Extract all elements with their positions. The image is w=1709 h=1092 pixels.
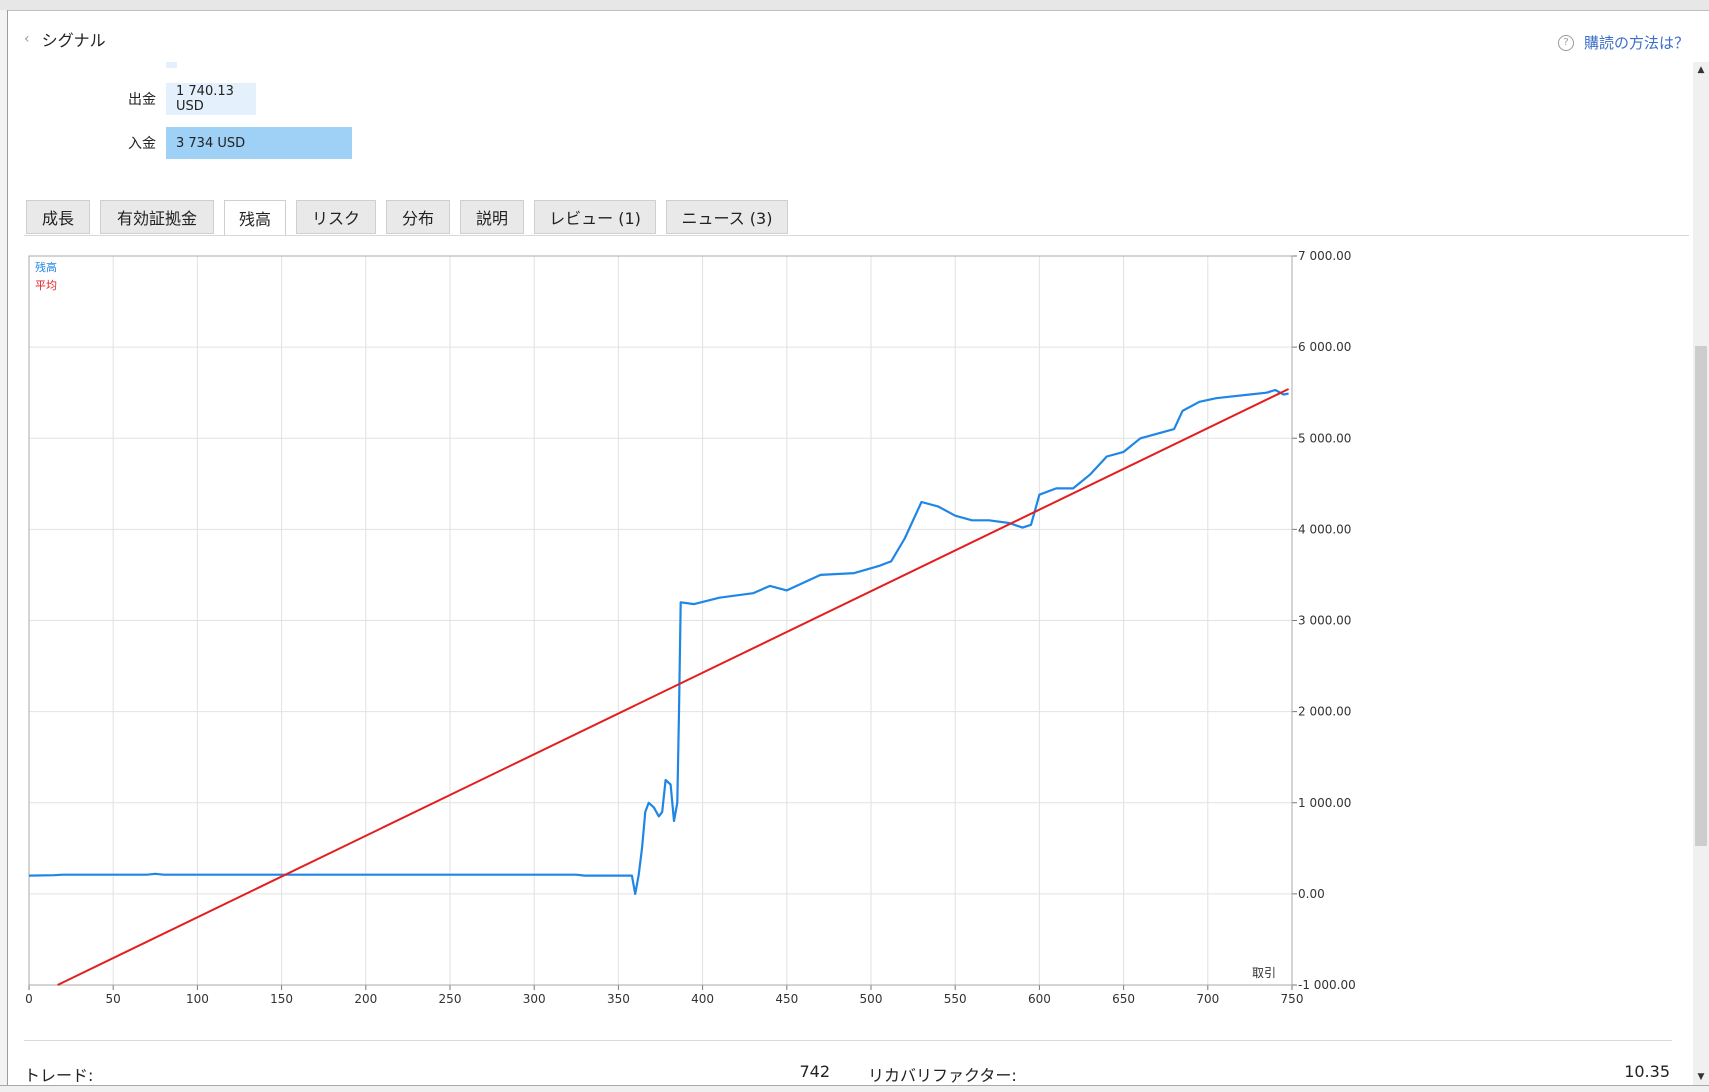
tab-bar: 成長 有効証拠金 残高 リスク 分布 説明 レビュー (1) ニュース (3): [26, 200, 798, 236]
tabs-divider: [24, 235, 1689, 236]
question-circle-icon: ?: [1557, 34, 1574, 51]
x-tick-label: 350: [607, 992, 630, 1006]
legend-entry-balance: 残高: [35, 260, 57, 274]
x-tick-label: 150: [270, 992, 293, 1006]
x-tick-label: 750: [1281, 992, 1304, 1006]
scroll-up-icon[interactable]: ▲: [1697, 65, 1705, 75]
recovery-factor-value: 10.35: [1624, 1062, 1670, 1081]
y-tick-label: 1 000.00: [1298, 796, 1351, 810]
vertical-scrollbar[interactable]: ▲ ▼: [1693, 62, 1709, 1091]
trades-value: 742: [799, 1062, 830, 1081]
scroll-down-icon[interactable]: ▼: [1697, 1072, 1705, 1082]
y-tick-label: 5 000.00: [1298, 431, 1351, 445]
tab-distribution[interactable]: 分布: [386, 200, 450, 234]
x-tick-label: 650: [1112, 992, 1135, 1006]
recovery-factor-label: リカバリファクター:: [868, 1066, 1017, 1085]
window-titlebar: [0, 0, 1709, 11]
tab-risk[interactable]: リスク: [296, 200, 376, 234]
x-tick-label: 200: [354, 992, 377, 1006]
page-title: シグナル: [41, 31, 106, 50]
tab-label: 残高: [238, 210, 271, 229]
help-link[interactable]: ? 購読の方法は？: [1557, 32, 1689, 53]
tab-news[interactable]: ニュース (3): [666, 200, 788, 234]
x-tick-label: 450: [775, 992, 798, 1006]
tab-growth[interactable]: 成長: [26, 200, 90, 234]
y-tick-label: 4 000.00: [1298, 522, 1351, 536]
progress-stub: [166, 62, 177, 68]
window-left-frame: [0, 10, 8, 1091]
withdrawal-value: 1 740.13 USD: [176, 84, 234, 114]
tab-label: 成長: [41, 209, 74, 228]
withdrawal-bar: 1 740.13 USD: [166, 83, 256, 115]
tab-label: 有効証拠金: [116, 209, 197, 228]
tab-reviews[interactable]: レビュー (1): [534, 200, 656, 234]
y-tick-label: 6 000.00: [1298, 340, 1351, 354]
deposit-value: 3 734 USD: [176, 135, 246, 151]
x-tick-label: 300: [523, 992, 546, 1006]
x-axis-label: 取引: [1252, 966, 1276, 980]
series-line-average: [57, 388, 1290, 986]
help-link-text[interactable]: 購読の方法は？: [1583, 34, 1689, 52]
x-tick-label: 0: [25, 992, 33, 1006]
scrollbar-thumb[interactable]: [1695, 346, 1707, 846]
x-tick-label: 100: [186, 992, 209, 1006]
y-tick-label: 2 000.00: [1298, 705, 1351, 719]
y-tick-label: 3 000.00: [1298, 614, 1351, 628]
x-tick-label: 400: [691, 992, 714, 1006]
legend-entry-average: 平均: [35, 279, 57, 292]
tab-label: リスク: [311, 209, 360, 228]
tab-description[interactable]: 説明: [460, 200, 524, 234]
x-tick-label: 250: [439, 992, 462, 1006]
deposit-bar: 3 734 USD: [166, 127, 352, 159]
chevron-left-icon[interactable]: ‹: [24, 31, 30, 47]
deposit-label: 入金: [128, 136, 156, 152]
x-tick-label: 500: [860, 992, 883, 1006]
balance-chart: 0 50 100 150 200 250 300 350 400 450 500 550 600 650 7…: [25, 249, 1356, 1006]
withdrawal-label: 出金: [128, 92, 156, 108]
tab-label: 説明: [475, 209, 508, 228]
tab-label: ニュース (3): [681, 209, 773, 228]
x-tick-label: 550: [944, 992, 967, 1006]
series-line-balance: [28, 388, 1289, 895]
header: ‹ シグナル: [24, 27, 106, 51]
tab-label: レビュー (1): [549, 209, 641, 228]
tab-label: 分布: [401, 209, 434, 228]
tab-equity[interactable]: 有効証拠金: [100, 200, 214, 234]
window-bottom-edge: [0, 1085, 1709, 1092]
stats-divider: [24, 1040, 1672, 1041]
tab-balance[interactable]: 残高: [224, 200, 286, 236]
x-tick-label: 600: [1028, 992, 1051, 1006]
y-tick-label: 7 000.00: [1298, 249, 1351, 263]
withdrawal-row: 出金 1 740.13 USD: [128, 83, 256, 115]
deposit-row: 入金 3 734 USD: [128, 127, 352, 159]
trades-label: トレード:: [24, 1066, 94, 1085]
x-tick-label: 50: [106, 992, 121, 1006]
x-tick-label: 700: [1196, 992, 1219, 1006]
y-tick-label: 0.00: [1298, 887, 1325, 901]
y-tick-label: -1 000.00: [1298, 978, 1356, 992]
plot-frame: [28, 255, 1293, 986]
